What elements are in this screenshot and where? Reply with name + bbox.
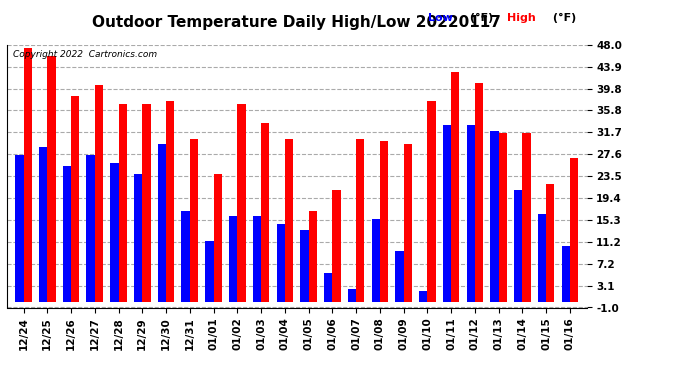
Bar [158,144,166,302]
Bar [237,104,246,302]
Bar [538,214,546,302]
Bar [466,125,475,302]
Bar [570,158,578,302]
Bar [181,211,190,302]
Bar [48,56,56,302]
Bar [348,289,356,302]
Bar [261,123,269,302]
Bar [324,273,333,302]
Bar [23,48,32,302]
Bar [285,139,293,302]
Bar [39,147,48,302]
Bar [451,72,460,302]
Bar [142,104,150,302]
Bar [86,155,95,302]
Bar [95,85,103,302]
Bar [395,251,404,302]
Bar [491,131,499,302]
Bar [71,96,79,302]
Bar [562,246,570,302]
Bar [499,134,507,302]
Bar [253,216,261,302]
Bar [205,240,214,302]
Bar [380,141,388,302]
Bar [134,174,142,302]
Text: Low: Low [428,13,453,23]
Text: (°F): (°F) [549,13,575,23]
Bar [356,139,364,302]
Bar [229,216,237,302]
Bar [475,82,483,302]
Bar [522,134,531,302]
Bar [190,139,198,302]
Bar [63,165,71,302]
Bar [371,219,380,302]
Text: High: High [507,13,536,23]
Bar [514,190,522,302]
Bar [300,230,308,302]
Bar [546,184,555,302]
Bar [214,174,222,302]
Bar [443,125,451,302]
Bar [308,211,317,302]
Bar [427,101,435,302]
Bar [119,104,127,302]
Bar [404,144,412,302]
Text: Copyright 2022  Cartronics.com: Copyright 2022 Cartronics.com [12,50,157,59]
Bar [277,225,285,302]
Text: (°F): (°F) [466,13,493,23]
Bar [333,190,341,302]
Text: Outdoor Temperature Daily High/Low 20220117: Outdoor Temperature Daily High/Low 20220… [92,15,501,30]
Bar [110,163,119,302]
Bar [15,155,23,302]
Bar [166,101,175,302]
Bar [419,291,427,302]
